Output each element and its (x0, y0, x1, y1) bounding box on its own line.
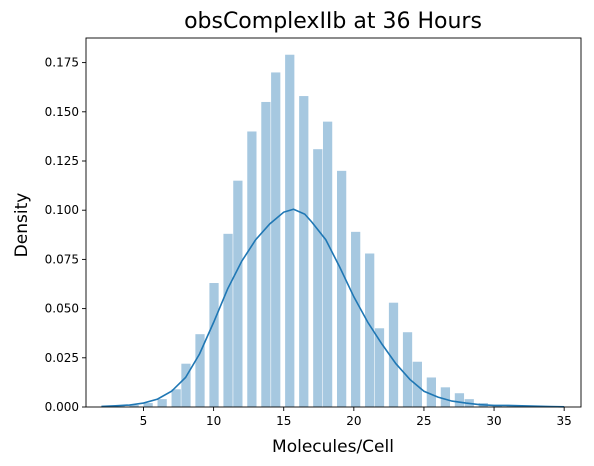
y-tick-label: 0.150 (45, 105, 79, 119)
histogram-bar (143, 403, 153, 407)
x-tick-label: 35 (557, 414, 572, 428)
x-tick-label: 15 (276, 414, 291, 428)
y-tick-label: 0.050 (45, 302, 79, 316)
histogram-bar (365, 253, 375, 407)
histogram-bar (233, 180, 243, 407)
y-axis: 0.000 0.025 0.050 0.075 0.100 0.125 0.150 0.175 (45, 56, 86, 414)
x-tick-label: 5 (140, 414, 148, 428)
histogram-bar (454, 393, 465, 407)
histogram-bar (247, 131, 257, 408)
x-tick-label: 20 (346, 414, 361, 428)
histogram-bar (171, 389, 181, 407)
y-tick-label: 0.000 (45, 400, 79, 414)
plot-frame (85, 37, 582, 408)
histogram-bar (351, 231, 361, 407)
histogram-bar (426, 377, 436, 407)
histogram-bars (101, 54, 516, 408)
histogram-bar (285, 54, 295, 407)
histogram-bar (115, 406, 125, 407)
histogram-bar (223, 233, 233, 407)
histogram-bar (322, 121, 333, 407)
y-tick-label: 0.025 (45, 351, 79, 365)
x-tick-label: 25 (416, 414, 431, 428)
x-axis-label: Molecules/Cell (272, 437, 394, 457)
x-tick-label: 30 (486, 414, 501, 428)
histogram-bar (313, 149, 323, 407)
histogram-bar (271, 72, 281, 407)
histogram-bar (374, 328, 385, 407)
histogram-bar (129, 405, 139, 407)
histogram-bar (209, 283, 219, 407)
y-tick-label: 0.075 (45, 252, 79, 266)
y-axis-label: Density (12, 193, 32, 258)
kde-curve (101, 208, 565, 408)
chart-title: obsComplexIIb at 36 Hours (184, 9, 482, 34)
histogram-bar (157, 399, 167, 407)
histogram-bar (412, 361, 422, 407)
y-tick-label: 0.100 (45, 203, 79, 217)
x-axis: 5 10 15 20 25 30 35 (140, 407, 572, 428)
histogram-bar (195, 334, 205, 407)
histogram-bar (402, 332, 413, 407)
y-tick-label: 0.125 (45, 154, 79, 168)
x-tick-label: 10 (206, 414, 221, 428)
histogram-bar (388, 302, 399, 407)
y-tick-label: 0.175 (45, 56, 79, 70)
histogram-bar (261, 101, 271, 408)
histogram-bar (299, 96, 309, 407)
histogram-bar (181, 363, 191, 407)
histogram-bar (337, 170, 347, 407)
histogram-bar (440, 387, 451, 407)
